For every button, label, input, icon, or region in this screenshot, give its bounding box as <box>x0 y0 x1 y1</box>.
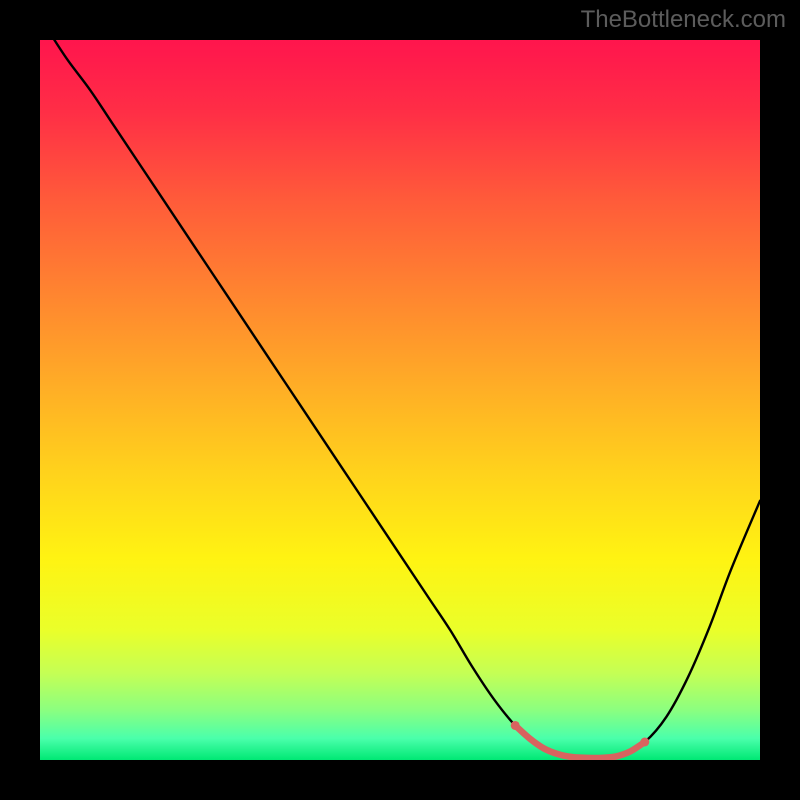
plot-area <box>40 40 760 760</box>
curve-layer <box>40 40 760 760</box>
trough-start-marker <box>511 721 520 730</box>
chart-stage: TheBottleneck.com <box>0 0 800 800</box>
trough-highlight-line <box>515 725 645 758</box>
trough-end-marker <box>640 738 649 747</box>
bottleneck-curve <box>54 40 760 758</box>
watermark-text: TheBottleneck.com <box>581 6 786 34</box>
